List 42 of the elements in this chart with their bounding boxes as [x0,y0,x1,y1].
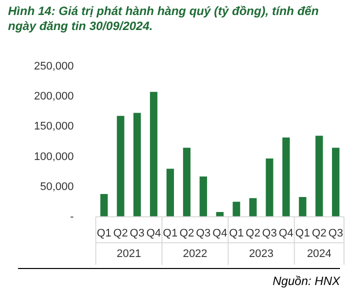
x-tick-label: Q1 [96,227,112,240]
x-tick-label: Q4 [212,227,228,240]
bar [166,168,174,217]
text: Nguồn: HNX [18,268,340,288]
text: 2024 [306,248,332,260]
x-tick-label: Q2 [179,227,194,240]
bar [315,136,323,217]
text: 2021 [116,248,142,260]
x-tick-label: Q3 [328,227,344,240]
chart-title: Hình 14: Giá trị phát hành hàng quý (tỷ đồng), tính đến ngày đăng tin 30/09/2024. [8,4,320,34]
bar [133,112,141,217]
bar [116,116,124,217]
y-tick-label: 50,000 [40,180,74,193]
x-tick-label: Q3 [196,227,211,240]
y-tick-label: 250,000 [34,60,74,73]
text: 2023 [249,248,274,260]
x-tick-label: Q2 [312,227,327,240]
x-tick-label: Q1 [229,227,244,240]
bar [282,137,290,217]
x-tick-label: Q1 [295,227,310,240]
bar [298,196,306,217]
x-tick-label: Q1 [162,227,178,240]
bar [100,194,108,217]
y-tick-label: 150,000 [34,120,74,133]
bar [232,202,240,217]
bar [183,148,191,217]
x-tick-label: Q2 [246,227,260,240]
text: 2022 [182,248,208,260]
bar [150,92,158,217]
bar [200,176,208,217]
x-tick-label: Q2 [113,227,128,240]
bar [332,148,340,217]
y-tick-label: 100,000 [34,150,74,163]
bar [249,198,257,217]
x-tick-label: Q3 [262,227,277,240]
y-tick-label: 200,000 [34,90,74,103]
x-tick-label: Q4 [146,227,162,240]
y-tick-label: - [70,210,74,223]
bar [266,158,274,217]
bar [216,212,224,217]
x-tick-label: Q4 [278,227,294,240]
x-tick-label: Q3 [130,227,144,240]
